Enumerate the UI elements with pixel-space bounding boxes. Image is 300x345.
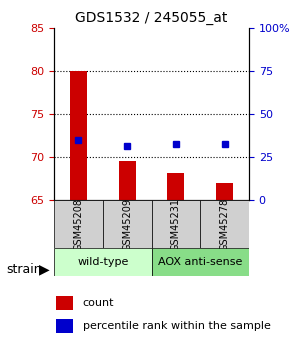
Text: GSM45278: GSM45278 bbox=[220, 198, 230, 251]
FancyBboxPatch shape bbox=[152, 200, 200, 248]
Bar bbox=[118, 161, 136, 200]
FancyBboxPatch shape bbox=[200, 200, 249, 248]
FancyBboxPatch shape bbox=[54, 200, 103, 248]
Bar bbox=[56, 319, 73, 333]
Text: GSM45208: GSM45208 bbox=[74, 198, 83, 251]
Text: GSM45209: GSM45209 bbox=[122, 198, 132, 251]
Text: wild-type: wild-type bbox=[77, 257, 128, 267]
Text: AOX anti-sense: AOX anti-sense bbox=[158, 257, 242, 267]
Bar bbox=[56, 296, 73, 310]
Bar bbox=[167, 172, 184, 200]
Title: GDS1532 / 245055_at: GDS1532 / 245055_at bbox=[75, 11, 228, 25]
Bar bbox=[70, 71, 87, 200]
Text: GSM45231: GSM45231 bbox=[171, 198, 181, 251]
Text: ▶: ▶ bbox=[39, 262, 50, 276]
FancyBboxPatch shape bbox=[54, 248, 152, 276]
Text: count: count bbox=[83, 298, 114, 308]
Text: strain: strain bbox=[6, 263, 42, 276]
Bar bbox=[216, 183, 233, 200]
Text: percentile rank within the sample: percentile rank within the sample bbox=[83, 321, 271, 331]
FancyBboxPatch shape bbox=[152, 248, 249, 276]
FancyBboxPatch shape bbox=[103, 200, 152, 248]
